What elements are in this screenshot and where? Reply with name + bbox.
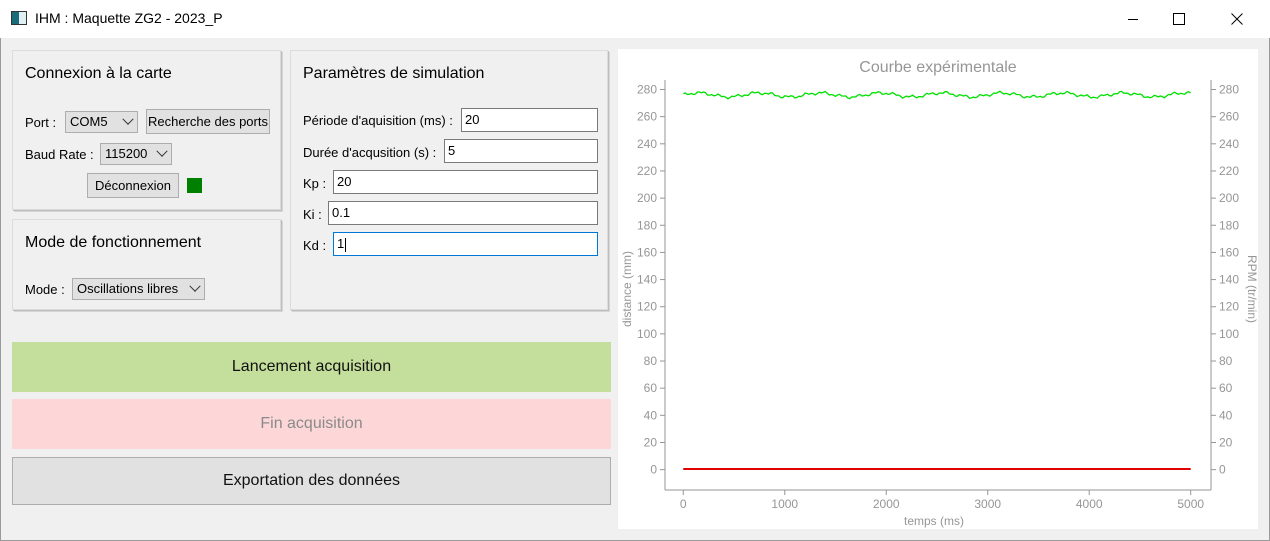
maximize-icon [1173, 13, 1185, 25]
y-tick-label: 220 [637, 164, 657, 178]
y-tick-label: 180 [637, 218, 657, 232]
series-line-1 [683, 90, 1192, 100]
port-select[interactable]: COM5 [65, 111, 138, 133]
y-tick-label: 0 [650, 463, 657, 477]
y2-tick-label: 40 [1219, 408, 1233, 422]
period-label: Période d'aquisition (ms) : [303, 113, 453, 128]
y2-tick-label: 100 [1219, 327, 1239, 341]
y-tick-label: 80 [644, 354, 658, 368]
kp-input[interactable]: 20 [333, 170, 598, 194]
start-acquisition-button[interactable]: Lancement acquisition [12, 342, 611, 392]
baud-rate-select[interactable]: 115200 [100, 143, 172, 165]
y2-tick-label: 280 [1219, 83, 1239, 97]
port-select-value: COM5 [70, 114, 108, 129]
app-icon [11, 11, 27, 25]
connection-title: Connexion à la carte [25, 65, 172, 82]
mode-title: Mode de fonctionnement [25, 234, 202, 251]
maximize-button[interactable] [1156, 0, 1202, 38]
port-label: Port : [25, 115, 57, 130]
y-tick-label: 260 [637, 110, 657, 124]
y2-tick-label: 120 [1219, 300, 1239, 314]
mode-select[interactable]: Oscillations libres [72, 278, 205, 300]
baud-rate-label: Baud Rate : [25, 147, 94, 162]
x-tick-label: 5000 [1177, 497, 1204, 511]
y-tick-label: 240 [637, 137, 657, 151]
experimental-curve-chart[interactable]: Courbe expérimentale temps (ms) distance… [618, 49, 1259, 529]
y2-tick-label: 160 [1219, 245, 1239, 259]
mode-label: Mode : [25, 282, 65, 297]
y2-tick-label: 220 [1219, 164, 1239, 178]
y-tick-label: 200 [637, 191, 657, 205]
y-tick-label: 40 [644, 408, 658, 422]
kd-input[interactable]: 1 [333, 232, 598, 256]
y2-tick-label: 180 [1219, 218, 1239, 232]
connection-group: Connexion à la carte Port : COM5 Recherc… [12, 50, 281, 210]
y2-tick-label: 80 [1219, 354, 1233, 368]
mode-select-value: Oscillations libres [77, 281, 179, 296]
y2-axis-label: RPM (tr/min) [1245, 255, 1258, 323]
x-tick-label: 1000 [771, 497, 798, 511]
chevron-down-icon [156, 145, 168, 157]
close-icon [1231, 13, 1243, 25]
baud-rate-select-value: 115200 [105, 146, 148, 161]
duration-label: Durée d'acqusition (s) : [303, 145, 437, 160]
minimize-button[interactable] [1110, 0, 1156, 38]
y-tick-label: 280 [637, 83, 657, 97]
y-tick-label: 140 [637, 273, 657, 287]
chart-panel: Courbe expérimentale temps (ms) distance… [618, 49, 1259, 529]
y2-tick-label: 200 [1219, 191, 1239, 205]
y-tick-label: 160 [637, 245, 657, 259]
x-tick-label: 0 [680, 497, 687, 511]
export-data-button[interactable]: Exportation des données [12, 457, 611, 505]
y2-tick-label: 240 [1219, 137, 1239, 151]
minimize-icon [1128, 19, 1138, 20]
kd-input-value: 1 [337, 236, 345, 251]
y2-tick-label: 260 [1219, 110, 1239, 124]
text-caret [345, 237, 347, 252]
y2-tick-label: 60 [1219, 381, 1233, 395]
y-tick-label: 100 [637, 327, 657, 341]
connection-status-indicator [187, 178, 202, 193]
x-tick-label: 4000 [1076, 497, 1103, 511]
stop-acquisition-button[interactable]: Fin acquisition [12, 399, 611, 449]
ki-label: Ki : [303, 207, 322, 222]
y2-tick-label: 0 [1219, 463, 1226, 477]
chevron-down-icon [189, 280, 201, 292]
window-title: IHM : Maquette ZG2 - 2023_P [35, 10, 223, 26]
x-tick-label: 3000 [974, 497, 1001, 511]
close-button[interactable] [1214, 0, 1260, 38]
x-axis-label: temps (ms) [904, 514, 964, 528]
kd-label: Kd : [303, 238, 327, 253]
title-bar: IHM : Maquette ZG2 - 2023_P [0, 0, 1270, 38]
y-axis-label: distance (mm) [620, 251, 634, 327]
simulation-group: Paramètres de simulation Période d'aquis… [290, 50, 608, 310]
ki-input[interactable]: 0.1 [328, 201, 598, 225]
chart-title: Courbe expérimentale [859, 59, 1017, 76]
chevron-down-icon [122, 113, 134, 125]
disconnect-button[interactable]: Déconnexion [87, 173, 179, 198]
y2-tick-label: 20 [1219, 435, 1233, 449]
x-tick-label: 2000 [873, 497, 900, 511]
y2-tick-label: 140 [1219, 273, 1239, 287]
search-ports-button[interactable]: Recherche des ports [146, 109, 270, 134]
y-tick-label: 120 [637, 300, 657, 314]
simulation-title: Paramètres de simulation [303, 65, 485, 82]
kp-label: Kp : [303, 176, 327, 191]
duration-input[interactable]: 5 [444, 139, 598, 163]
y-tick-label: 20 [644, 435, 658, 449]
y-tick-label: 60 [644, 381, 658, 395]
mode-group: Mode de fonctionnement Mode : Oscillatio… [12, 219, 281, 310]
period-input[interactable]: 20 [461, 108, 598, 132]
